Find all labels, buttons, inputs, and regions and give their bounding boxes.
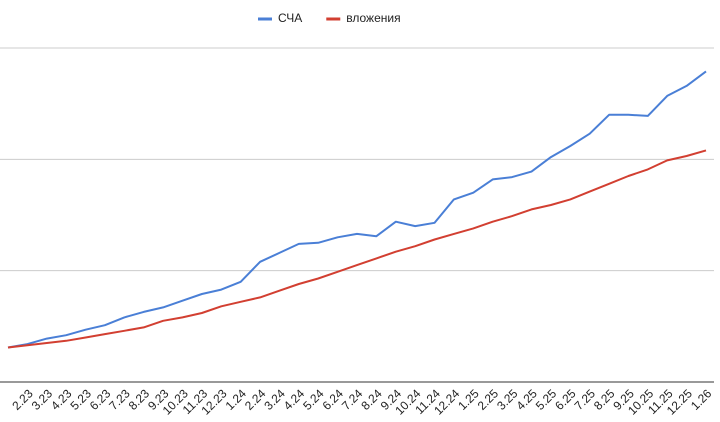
series-line [7,70,707,349]
legend-label: вложения [346,11,400,25]
legend-label: СЧА [278,11,302,25]
x-tick-label: 1.26 [688,386,715,413]
series-line [7,149,707,349]
